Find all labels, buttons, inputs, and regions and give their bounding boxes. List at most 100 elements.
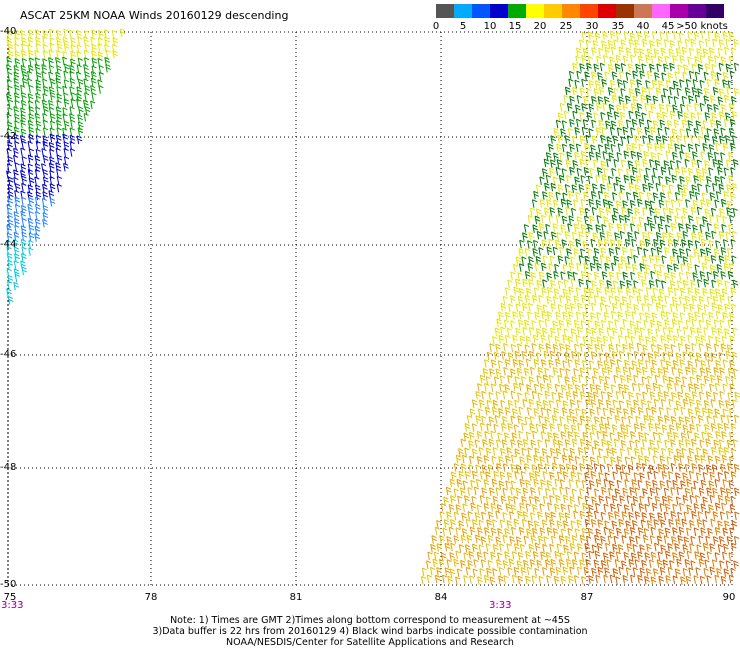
- wind-barb: [626, 328, 633, 338]
- wind-barb: [477, 408, 484, 417]
- wind-barb: [570, 302, 576, 312]
- wind-barb: [49, 133, 56, 143]
- wind-barb: [540, 431, 546, 440]
- wind-barb: [585, 399, 591, 408]
- wind-barb: [35, 148, 41, 158]
- wind-barb: [485, 447, 492, 457]
- wind-barb: [505, 455, 511, 464]
- legend-label: 35: [611, 21, 625, 32]
- wind-barb: [682, 303, 689, 312]
- wind-barb: [534, 470, 541, 480]
- wind-barb: [603, 478, 609, 488]
- wind-barb: [733, 535, 740, 545]
- wind-barb: [689, 303, 695, 312]
- wind-barb: [28, 113, 35, 122]
- wind-barb: [559, 342, 565, 352]
- wind-barb: [601, 271, 608, 280]
- wind-barb: [601, 127, 607, 136]
- wind-barb: [731, 351, 738, 361]
- wind-barb: [14, 99, 20, 109]
- wind-barb: [731, 135, 738, 144]
- wind-barb: [13, 239, 19, 248]
- wind-barb: [697, 511, 703, 520]
- wind-barb: [647, 303, 653, 312]
- wind-barb: [694, 264, 700, 273]
- wind-barb: [62, 56, 68, 66]
- wind-barb: [49, 113, 56, 122]
- wind-barb: [637, 246, 643, 256]
- wind-barb: [567, 431, 574, 440]
- wind-barb: [581, 527, 588, 537]
- wind-barb: [627, 231, 633, 241]
- wind-barb: [524, 416, 530, 426]
- wind-barb: [733, 487, 740, 497]
- wind-barb: [725, 231, 731, 241]
- wind-barb: [722, 142, 729, 152]
- wind-barb: [591, 280, 597, 289]
- wind-barb: [710, 374, 716, 384]
- wind-barb: [655, 328, 661, 338]
- wind-barb: [674, 143, 680, 152]
- wind-barb: [641, 512, 648, 521]
- wind-barb: [649, 319, 656, 329]
- wind-barb: [710, 254, 717, 264]
- wind-barb: [676, 134, 683, 144]
- wind-barb: [733, 463, 740, 473]
- wind-barb: [541, 447, 548, 457]
- wind-barb: [512, 334, 518, 344]
- wind-barb: [578, 231, 584, 240]
- wind-barb: [667, 143, 674, 153]
- wind-barb: [565, 558, 572, 568]
- wind-barb: [565, 295, 572, 304]
- wind-barb: [672, 552, 678, 561]
- wind-barb: [652, 95, 659, 105]
- wind-barb: [656, 535, 663, 545]
- wind-barb: [611, 214, 618, 224]
- wind-barb: [598, 448, 604, 457]
- wind-barb: [593, 271, 600, 281]
- wind-barb: [476, 551, 483, 561]
- wind-barb: [617, 263, 624, 272]
- wind-barb: [725, 560, 731, 569]
- wind-barb: [685, 319, 691, 329]
- wind-barb: [643, 174, 650, 184]
- wind-barb: [482, 368, 489, 377]
- wind-barb: [620, 159, 627, 168]
- wind-barb: [484, 431, 490, 440]
- wind-barb: [595, 224, 602, 233]
- wind-barb: [695, 335, 701, 345]
- wind-barb: [721, 454, 728, 464]
- wind-barb: [527, 447, 533, 456]
- wind-barb: [677, 511, 683, 521]
- wind-barb: [7, 50, 14, 60]
- wind-barb: [536, 304, 543, 314]
- wind-barb: [575, 287, 581, 296]
- wind-barb: [732, 439, 738, 448]
- wind-barb: [571, 488, 577, 498]
- legend-swatch: [490, 4, 508, 18]
- wind-barb: [523, 535, 529, 545]
- wind-barb: [438, 558, 445, 568]
- wind-barb: [464, 495, 470, 504]
- wind-barb: [515, 487, 522, 497]
- wind-barb: [560, 128, 566, 137]
- wind-barb: [629, 536, 635, 545]
- wind-barb: [568, 479, 574, 488]
- wind-barb: [580, 248, 586, 258]
- wind-barb: [671, 174, 678, 184]
- wind-barb: [627, 464, 634, 474]
- wind-barb: [503, 319, 510, 329]
- wind-barb: [611, 424, 618, 433]
- wind-barb: [725, 400, 731, 409]
- legend-label: 0: [432, 21, 440, 32]
- wind-barb: [502, 512, 508, 521]
- wind-barb: [532, 248, 539, 257]
- wind-barb: [660, 47, 667, 57]
- wind-barb: [698, 463, 704, 473]
- wind-barb: [669, 160, 676, 169]
- wind-barb: [582, 336, 589, 345]
- wind-barb: [717, 166, 723, 176]
- wind-barb: [629, 440, 635, 449]
- wind-barb: [590, 470, 597, 480]
- wind-barb: [570, 256, 576, 265]
